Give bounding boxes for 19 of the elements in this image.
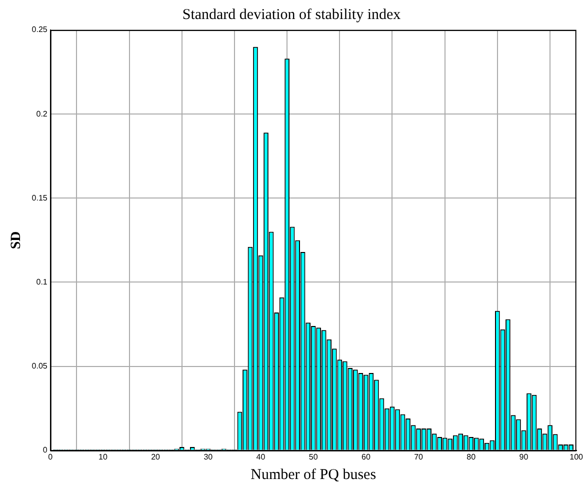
y-tick-label: 0.15 xyxy=(32,193,48,202)
x-tick-label: 20 xyxy=(151,452,161,462)
x-tick-label: 100 xyxy=(570,452,584,462)
x-tick-label: 80 xyxy=(466,452,476,462)
y-tick-label: 0.05 xyxy=(32,362,48,371)
x-tick-label: 60 xyxy=(361,452,371,462)
y-tick-label: 0.25 xyxy=(32,25,48,34)
x-tick-label: 10 xyxy=(98,452,108,462)
x-axis-title: Number of PQ buses xyxy=(250,466,376,483)
x-tick-label: 30 xyxy=(204,452,214,462)
y-tick-label: 0.1 xyxy=(36,277,48,286)
x-tick-label: 50 xyxy=(308,452,318,462)
chart-title: Standard deviation of stability index xyxy=(182,6,402,23)
x-tick-label: 40 xyxy=(256,452,266,462)
y-tick-label: 0.2 xyxy=(36,109,48,118)
x-tick-label: 90 xyxy=(519,452,529,462)
x-tick-label: 70 xyxy=(414,452,424,462)
y-axis-title: SD xyxy=(9,231,24,250)
y-tick-label: 0 xyxy=(42,446,48,455)
